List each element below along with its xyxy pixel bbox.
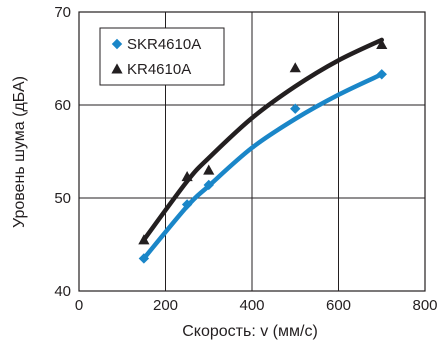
- data-point-skr4610a: [203, 179, 214, 191]
- trend-line-kr4610a: [141, 37, 384, 243]
- data-point-kr4610a: [181, 171, 193, 182]
- data-point-kr4610a: [376, 38, 388, 50]
- data-point-kr4610a: [203, 164, 215, 175]
- tick-labels: 0 200 400 600 800 40 50 60 70: [54, 4, 437, 314]
- y-tick-label: 70: [54, 4, 71, 21]
- y-axis-title: Уровень шума (дБА): [11, 76, 28, 228]
- legend-label-skr4610a: SKR4610A: [127, 36, 201, 53]
- plot-frame: [78, 11, 426, 292]
- legend-label-kr4610a: KR4610A: [127, 61, 191, 78]
- trend-line-skr4610a: [141, 72, 384, 261]
- data-point-kr4610a: [138, 234, 150, 245]
- y-tick-label: 40: [54, 283, 71, 300]
- x-axis-title: Скорость: v (мм/с): [182, 323, 318, 340]
- data-point-skr4610a: [138, 253, 150, 264]
- legend-marker-kr4610a: [111, 63, 123, 74]
- data-point-skr4610a: [376, 69, 387, 80]
- data-point-skr4610a: [290, 103, 301, 114]
- legend-box: [99, 27, 225, 86]
- x-tick-label: 200: [153, 297, 178, 314]
- data-point-kr4610a: [289, 62, 301, 73]
- data-points: [138, 38, 388, 264]
- legend: SKR4610A KR4610A: [99, 27, 225, 86]
- x-tick-label: 400: [239, 297, 264, 314]
- x-tick-label: 800: [412, 297, 437, 314]
- data-point-skr4610a: [181, 199, 193, 210]
- x-tick-label: 600: [326, 297, 351, 314]
- x-tick-label: 0: [75, 297, 83, 314]
- legend-marker-skr4610a: [111, 38, 123, 50]
- y-tick-label: 60: [54, 97, 71, 114]
- y-tick-label: 50: [54, 190, 71, 207]
